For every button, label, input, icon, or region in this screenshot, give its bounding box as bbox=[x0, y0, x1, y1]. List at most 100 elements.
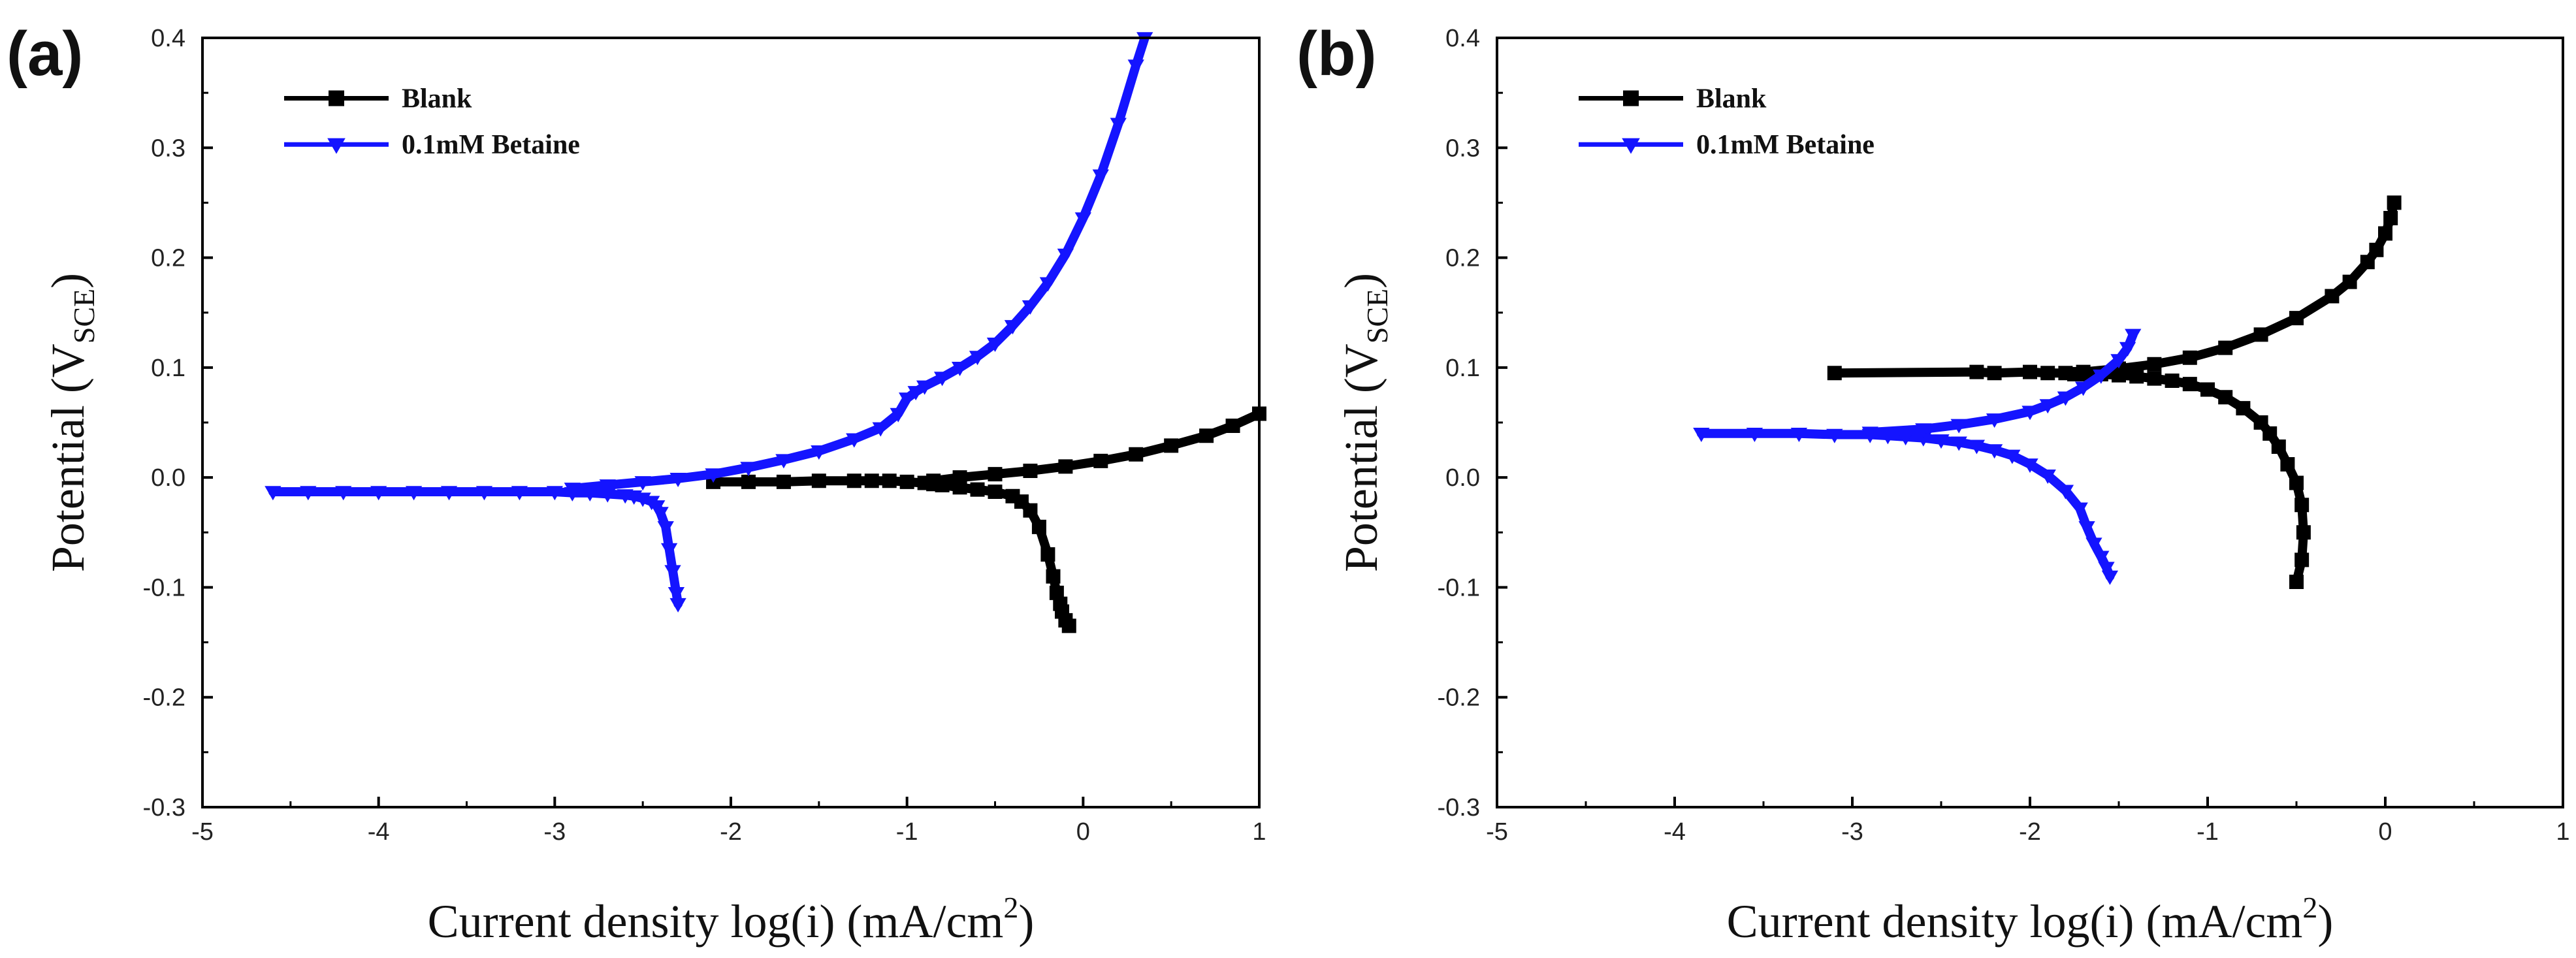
data-point bbox=[657, 521, 674, 536]
data-point bbox=[740, 462, 757, 477]
data-point bbox=[370, 486, 387, 501]
data-point bbox=[2289, 575, 2304, 590]
data-point bbox=[405, 486, 423, 501]
legend-label: 0.1mM Betaine bbox=[402, 130, 580, 160]
data-point bbox=[916, 380, 933, 395]
data-point bbox=[2057, 391, 2074, 406]
data-point bbox=[1987, 366, 2002, 381]
data-point bbox=[1022, 300, 1039, 315]
data-point bbox=[1915, 423, 1932, 438]
data-point bbox=[2262, 426, 2278, 441]
series-line-blank bbox=[1829, 367, 2308, 586]
data-point bbox=[2182, 350, 2197, 365]
panel-b: -5 -4 -3 -2 -1 0 1 -0.3 -0.2 -0.1 0.0 0.1 0.2 0.3 0.4 B… bbox=[1296, 19, 2570, 948]
data-point bbox=[1127, 59, 1144, 74]
data-point bbox=[546, 486, 563, 501]
data-point bbox=[882, 473, 897, 488]
x-tick-label: -1 bbox=[896, 818, 918, 846]
data-point bbox=[2296, 525, 2311, 540]
data-point bbox=[926, 473, 941, 488]
data-point bbox=[1049, 585, 1064, 600]
data-point bbox=[599, 479, 616, 494]
y-tick-label: 0.4 bbox=[1445, 25, 1480, 52]
data-point bbox=[668, 587, 685, 602]
data-point bbox=[1827, 366, 1842, 381]
data-point bbox=[2023, 364, 2037, 379]
data-point bbox=[1031, 519, 1046, 534]
data-point bbox=[634, 476, 651, 491]
data-point bbox=[2074, 381, 2092, 396]
data-point bbox=[2360, 255, 2375, 270]
data-point bbox=[2093, 551, 2110, 566]
data-point bbox=[660, 543, 678, 558]
data-point bbox=[2147, 371, 2162, 386]
data-point bbox=[1129, 447, 1144, 462]
y-axis-title: Potential (VSCE) bbox=[42, 273, 101, 572]
data-point bbox=[440, 486, 458, 501]
y-tick-label: -0.2 bbox=[1438, 684, 1480, 712]
panel-label: (b) bbox=[1296, 19, 1377, 89]
data-point bbox=[2165, 374, 2180, 389]
data-point bbox=[2294, 552, 2310, 567]
data-point bbox=[2057, 485, 2074, 500]
data-point bbox=[652, 507, 669, 522]
data-point bbox=[2253, 327, 2268, 342]
x-tick-label: 1 bbox=[1252, 818, 1266, 846]
data-point bbox=[1057, 248, 1074, 263]
legend-marker bbox=[1622, 138, 1640, 154]
y-tick-label: 0.0 bbox=[151, 464, 185, 492]
series-line-0-1mm-betaine bbox=[1696, 428, 2115, 581]
data-point bbox=[2294, 498, 2310, 513]
data-point bbox=[1986, 413, 2003, 428]
data-point bbox=[2253, 415, 2268, 430]
panel-a: -5 -4 -3 -2 -1 0 1 -0.3 -0.2 -0.1 0.0 0.1 0.2 0.3 0.4 B… bbox=[7, 19, 1266, 948]
data-point bbox=[2325, 289, 2340, 304]
x-tick-label: -3 bbox=[1841, 818, 1863, 846]
series-line-0-1mm-betaine bbox=[268, 487, 683, 609]
data-point bbox=[1950, 419, 1967, 434]
data-point bbox=[988, 467, 1003, 482]
data-point bbox=[2387, 195, 2402, 210]
data-point bbox=[846, 473, 861, 488]
series-line-blank-anodic bbox=[929, 409, 1264, 486]
data-point bbox=[1225, 419, 1240, 434]
data-point bbox=[669, 473, 686, 488]
series-line-0-1mm-betaine-anodic bbox=[1865, 330, 2138, 438]
data-point bbox=[1693, 428, 1710, 443]
data-point bbox=[664, 565, 681, 580]
data-point bbox=[511, 486, 528, 501]
x-tick-label: -4 bbox=[368, 818, 390, 846]
y-tick-label: 0.4 bbox=[151, 25, 185, 52]
data-point bbox=[1061, 618, 1076, 633]
data-point bbox=[864, 473, 879, 488]
data-point bbox=[2218, 340, 2233, 355]
y-tick-label: 0.0 bbox=[1445, 464, 1480, 492]
data-point bbox=[335, 486, 352, 501]
data-point bbox=[564, 483, 581, 498]
data-point bbox=[846, 433, 863, 448]
data-point bbox=[475, 486, 493, 501]
data-point bbox=[705, 468, 722, 483]
data-point bbox=[1039, 277, 1057, 292]
data-point bbox=[2280, 456, 2295, 471]
data-point bbox=[2125, 328, 2142, 343]
data-point bbox=[2085, 537, 2102, 552]
data-point bbox=[1023, 464, 1038, 479]
data-point bbox=[775, 454, 792, 469]
data-point bbox=[2101, 570, 2119, 585]
data-point bbox=[1136, 32, 1153, 47]
data-point bbox=[899, 392, 916, 407]
data-point bbox=[2342, 274, 2357, 289]
data-point bbox=[1986, 444, 2003, 459]
data-point bbox=[2021, 406, 2038, 421]
legend-label: Blank bbox=[1696, 84, 1767, 114]
data-point bbox=[811, 445, 828, 460]
data-point bbox=[1746, 428, 1763, 443]
y-tick-label: 0.3 bbox=[151, 135, 185, 162]
data-point bbox=[1004, 320, 1022, 335]
data-point bbox=[2119, 342, 2136, 357]
legend-marker bbox=[329, 90, 344, 106]
data-point bbox=[741, 474, 756, 489]
data-point bbox=[933, 372, 951, 387]
